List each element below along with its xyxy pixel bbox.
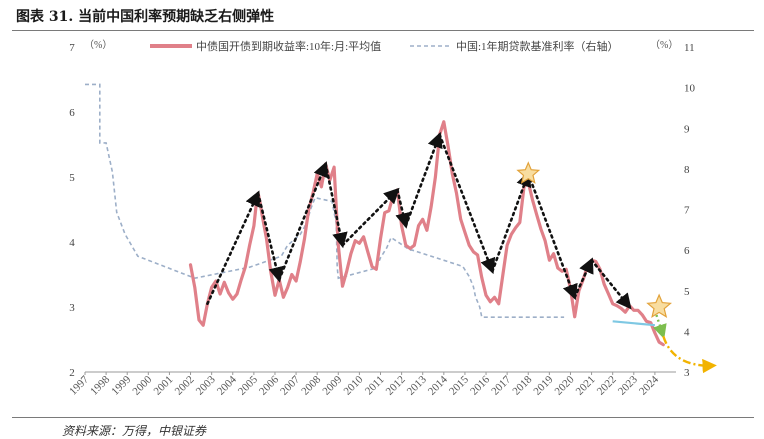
y-right-tick-label: 3 bbox=[684, 367, 690, 379]
x-tick-label: 2001 bbox=[152, 374, 176, 398]
x-tick-label: 2021 bbox=[574, 374, 598, 398]
y-left-tick-label: 5 bbox=[69, 172, 75, 184]
cycle-arrow bbox=[324, 162, 348, 249]
cycle-arrow bbox=[438, 133, 496, 275]
series-line-cdb-yield bbox=[188, 120, 665, 347]
x-tick-label: 1998 bbox=[88, 373, 112, 397]
x-tick-label: 2019 bbox=[531, 373, 555, 397]
series-loan-rate bbox=[85, 83, 565, 318]
cycle-arrow bbox=[491, 170, 532, 273]
series-line-loan-rate bbox=[85, 83, 565, 318]
y-left-tick-label: 7 bbox=[69, 42, 75, 54]
x-tick-label: 2015 bbox=[447, 373, 471, 397]
x-tick-label: 2004 bbox=[215, 373, 239, 397]
y-right-tick-label: 4 bbox=[684, 326, 690, 338]
x-tick-label: 2003 bbox=[194, 373, 218, 397]
x-tick-label: 2013 bbox=[405, 373, 429, 397]
x-tick-label: 2022 bbox=[595, 374, 619, 398]
y-right-tick-label: 10 bbox=[684, 83, 696, 95]
x-tick-label: 2012 bbox=[384, 374, 408, 398]
x-tick-label: 1999 bbox=[109, 373, 133, 397]
star-marker bbox=[646, 293, 672, 318]
x-tick-label: 2007 bbox=[278, 373, 302, 397]
y-left-tick-label: 3 bbox=[69, 302, 75, 314]
x-tick-label: 2011 bbox=[363, 374, 387, 398]
x-tick-label: 2017 bbox=[489, 373, 513, 397]
cycle-arrow bbox=[526, 172, 578, 301]
x-tick-label: 2024 bbox=[637, 373, 661, 397]
star-marker bbox=[516, 161, 541, 184]
right-axis-unit: （%） bbox=[650, 39, 678, 51]
y-left-tick-label: 4 bbox=[69, 237, 75, 249]
x-tick-label: 2016 bbox=[468, 373, 492, 397]
x-tick-label: 2010 bbox=[341, 373, 365, 397]
x-tick-label: 2000 bbox=[130, 373, 154, 397]
title-divider bbox=[12, 30, 754, 31]
y-right-tick-label: 9 bbox=[684, 123, 690, 135]
cycle-arrow bbox=[573, 257, 594, 299]
cycle-arrow bbox=[277, 161, 329, 282]
footer-divider bbox=[12, 417, 754, 418]
x-tick-label: 2005 bbox=[236, 373, 260, 397]
cycle-arrow bbox=[404, 131, 443, 228]
legend-label-loan-rate: 中国:1年期贷款基准利率（右轴） bbox=[456, 39, 619, 53]
x-tick-label: 2014 bbox=[426, 373, 450, 397]
chart-annotations bbox=[206, 131, 717, 374]
x-tick-label: 2018 bbox=[510, 373, 534, 397]
flat-trend-line bbox=[612, 320, 655, 327]
y-right-tick-label: 6 bbox=[684, 245, 690, 257]
x-tick-label: 2002 bbox=[173, 374, 197, 398]
x-tick-label: 2006 bbox=[257, 373, 281, 397]
cycle-arrow bbox=[590, 258, 632, 310]
y-right-tick-label: 8 bbox=[684, 164, 690, 176]
forecast-arrow bbox=[662, 335, 717, 374]
y-left-tick-label: 6 bbox=[69, 107, 75, 119]
source-note: 资料来源：万得，中银证券 bbox=[62, 424, 207, 438]
cycle-arrow bbox=[256, 191, 284, 283]
chart-axes: 7654321110987654319971998199920002001200… bbox=[67, 42, 695, 398]
cycle-arrow bbox=[395, 188, 411, 229]
y-right-tick-label: 7 bbox=[684, 205, 690, 217]
cycle-arrow bbox=[206, 190, 260, 306]
cycle-arrow bbox=[341, 187, 400, 247]
y-right-tick-label: 11 bbox=[684, 42, 695, 54]
chart-legend: 中债国开债到期收益率:10年:月:平均值 中国:1年期贷款基准利率（右轴） （%… bbox=[84, 39, 678, 53]
y-left-tick-label: 2 bbox=[69, 367, 75, 379]
legend-label-yield: 中债国开债到期收益率:10年:月:平均值 bbox=[196, 39, 381, 53]
series-cdb-yield bbox=[188, 120, 665, 347]
x-tick-label: 2008 bbox=[299, 373, 323, 397]
y-right-tick-label: 5 bbox=[684, 286, 690, 298]
x-tick-label: 2009 bbox=[320, 373, 344, 397]
x-tick-label: 2023 bbox=[616, 373, 640, 397]
figure-title: 图表 31. 当前中国利率预期缺乏右侧弹性 bbox=[16, 9, 275, 25]
left-axis-unit: （%） bbox=[84, 39, 112, 51]
x-tick-label: 2020 bbox=[553, 373, 577, 397]
